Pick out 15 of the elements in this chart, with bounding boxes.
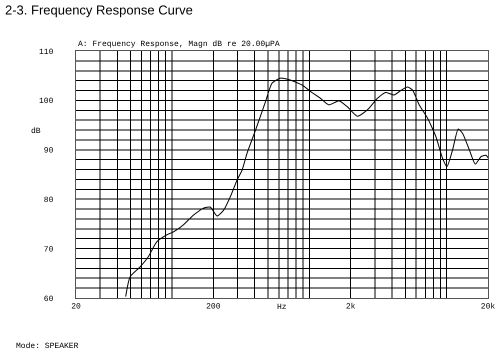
text: Mode: SPEAKER [16,342,79,350]
x-tick-label: 2k [346,302,356,312]
y-tick-label: 100 [38,97,54,106]
y-axis-title: dB [31,127,41,136]
x-tick-label: 20 [71,302,81,312]
y-tick-label: 90 [44,146,54,156]
x-tick-label: 200 [206,302,221,312]
y-tick-label: 110 [38,48,54,57]
y-tick-label: 60 [44,294,54,304]
y-tick-label: 70 [44,245,54,254]
x-tick-label: 20k [480,302,496,312]
chart-title: 2-3. Frequency Response Curve [5,2,193,18]
x-axis-title: Hz [277,303,287,312]
chart-subtitle: A: Frequency Response, Magn dB re 20.00µPA [78,40,280,49]
y-tick-label: 80 [44,196,54,205]
